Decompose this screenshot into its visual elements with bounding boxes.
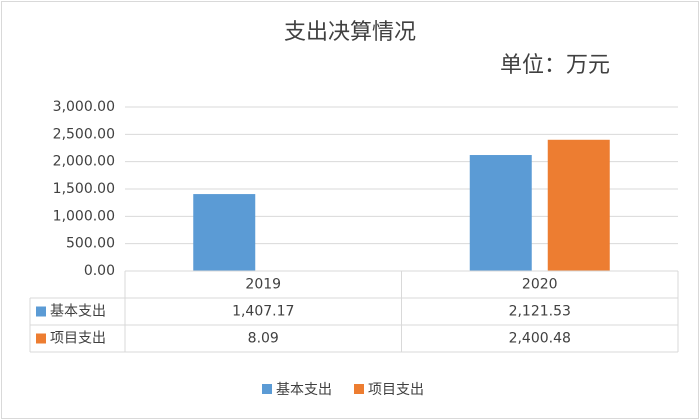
y-tick-label: 0.00 bbox=[84, 263, 115, 279]
legend-label: 项目支出 bbox=[368, 382, 424, 398]
table-legend-key bbox=[36, 306, 46, 317]
legend-label: 基本支出 bbox=[276, 381, 332, 398]
x-tick-label: 2020 bbox=[522, 277, 558, 293]
bar bbox=[547, 139, 610, 271]
table-legend-key bbox=[36, 333, 46, 344]
table-value: 2,400.48 bbox=[509, 331, 571, 347]
table-series-name: 基本支出 bbox=[50, 303, 106, 320]
table-value: 1,407.17 bbox=[232, 304, 294, 320]
y-tick-label: 2,500.00 bbox=[53, 126, 115, 142]
table-series-name: 项目支出 bbox=[50, 331, 106, 347]
bar bbox=[193, 194, 256, 271]
legend-key bbox=[262, 384, 272, 394]
table-value: 2,121.53 bbox=[509, 304, 571, 320]
chart-subtitle: 单位：万元 bbox=[500, 53, 610, 78]
y-tick-label: 1,000.00 bbox=[53, 208, 115, 224]
y-tick-label: 1,500.00 bbox=[53, 181, 115, 197]
y-tick-label: 500.00 bbox=[66, 236, 115, 252]
y-tick-label: 3,000.00 bbox=[53, 99, 115, 115]
chart-title: 支出决算情况 bbox=[284, 20, 416, 45]
bar bbox=[469, 155, 532, 271]
y-tick-label: 2,000.00 bbox=[53, 154, 115, 170]
table-value: 8.09 bbox=[248, 331, 279, 347]
legend-key bbox=[354, 384, 364, 394]
x-tick-label: 2019 bbox=[245, 277, 281, 293]
